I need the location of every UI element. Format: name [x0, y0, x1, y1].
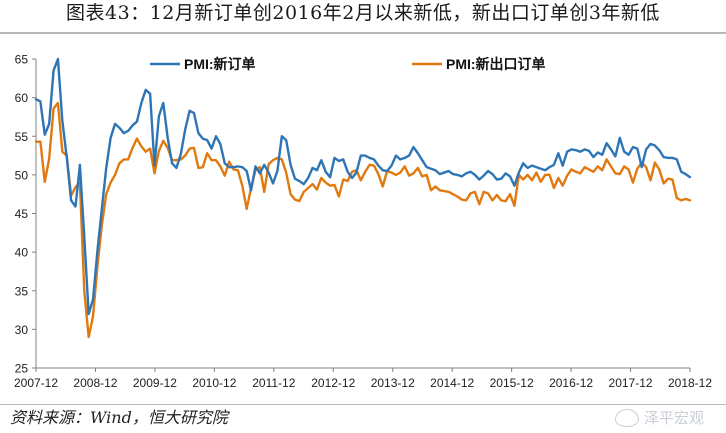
series-line-0	[34, 57, 692, 316]
y-tick-label: 45	[15, 207, 29, 221]
title-divider	[0, 32, 726, 34]
series-lines	[34, 57, 692, 339]
x-tick-label: 2014-12	[430, 376, 474, 390]
chart-legend: PMI:新订单 PMI:新出口订单	[150, 56, 546, 72]
chart-axes	[32, 58, 691, 372]
legend-label: PMI:新出口订单	[446, 56, 546, 72]
y-tick-label: 60	[15, 91, 29, 105]
wechat-icon	[614, 409, 639, 427]
y-tick-label: 25	[15, 362, 29, 376]
x-tick-label: 2015-12	[490, 376, 534, 390]
x-tick-label: 2018-12	[668, 376, 712, 390]
legend-label: PMI:新订单	[184, 56, 256, 72]
source-note: 资料来源：Wind，恒大研究院	[10, 408, 228, 427]
watermark: 泽平宏观	[614, 407, 704, 429]
x-tick-label: 2012-12	[311, 376, 355, 390]
x-tick-label: 2009-12	[133, 376, 177, 390]
y-tick-label: 40	[15, 246, 29, 260]
y-tick-label: 55	[15, 130, 29, 144]
x-tick-label: 2016-12	[549, 376, 593, 390]
y-tick-label: 65	[15, 53, 29, 67]
figure-title: 图表43：12月新订单创2016年2月以来新低，新出口订单创3年新低	[66, 2, 660, 24]
x-tick-label: 2011-12	[252, 376, 295, 390]
series-line-1	[34, 101, 692, 339]
x-tick-label: 2017-12	[609, 376, 653, 390]
y-axis-tick-labels: 25 30 35 40 45 50 55 60 65	[15, 53, 29, 376]
x-axis-tick-labels: 2007-12 2008-12 2009-12 2010-12 2011-12 2012-…	[14, 376, 712, 390]
x-tick-label: 2013-12	[371, 376, 415, 390]
y-tick-label: 50	[15, 168, 29, 182]
watermark-text: 泽平宏观	[643, 409, 704, 427]
y-tick-label: 30	[15, 323, 29, 337]
x-tick-label: 2007-12	[14, 376, 58, 390]
x-tick-label: 2010-12	[192, 376, 236, 390]
line-chart: 25 30 35 40 45 50 55 60 65 2007-12 2008-12 2009-12…	[14, 53, 712, 391]
y-tick-label: 35	[15, 284, 29, 298]
source-divider	[0, 404, 726, 405]
x-tick-label: 2008-12	[73, 376, 117, 390]
